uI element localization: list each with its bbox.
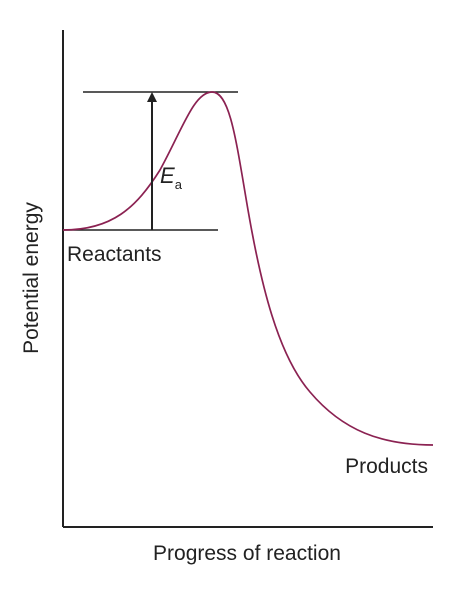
activation-energy-symbol: E	[160, 163, 175, 188]
activation-energy-subscript: a	[175, 177, 183, 192]
products-label: Products	[345, 455, 428, 478]
reactants-label: Reactants	[67, 243, 162, 266]
y-axis-label: Potential energy	[20, 202, 43, 354]
x-axis-label: Progress of reaction	[153, 542, 341, 565]
activation-energy-label: Ea	[160, 163, 183, 192]
reaction-energy-curve	[62, 91, 434, 446]
